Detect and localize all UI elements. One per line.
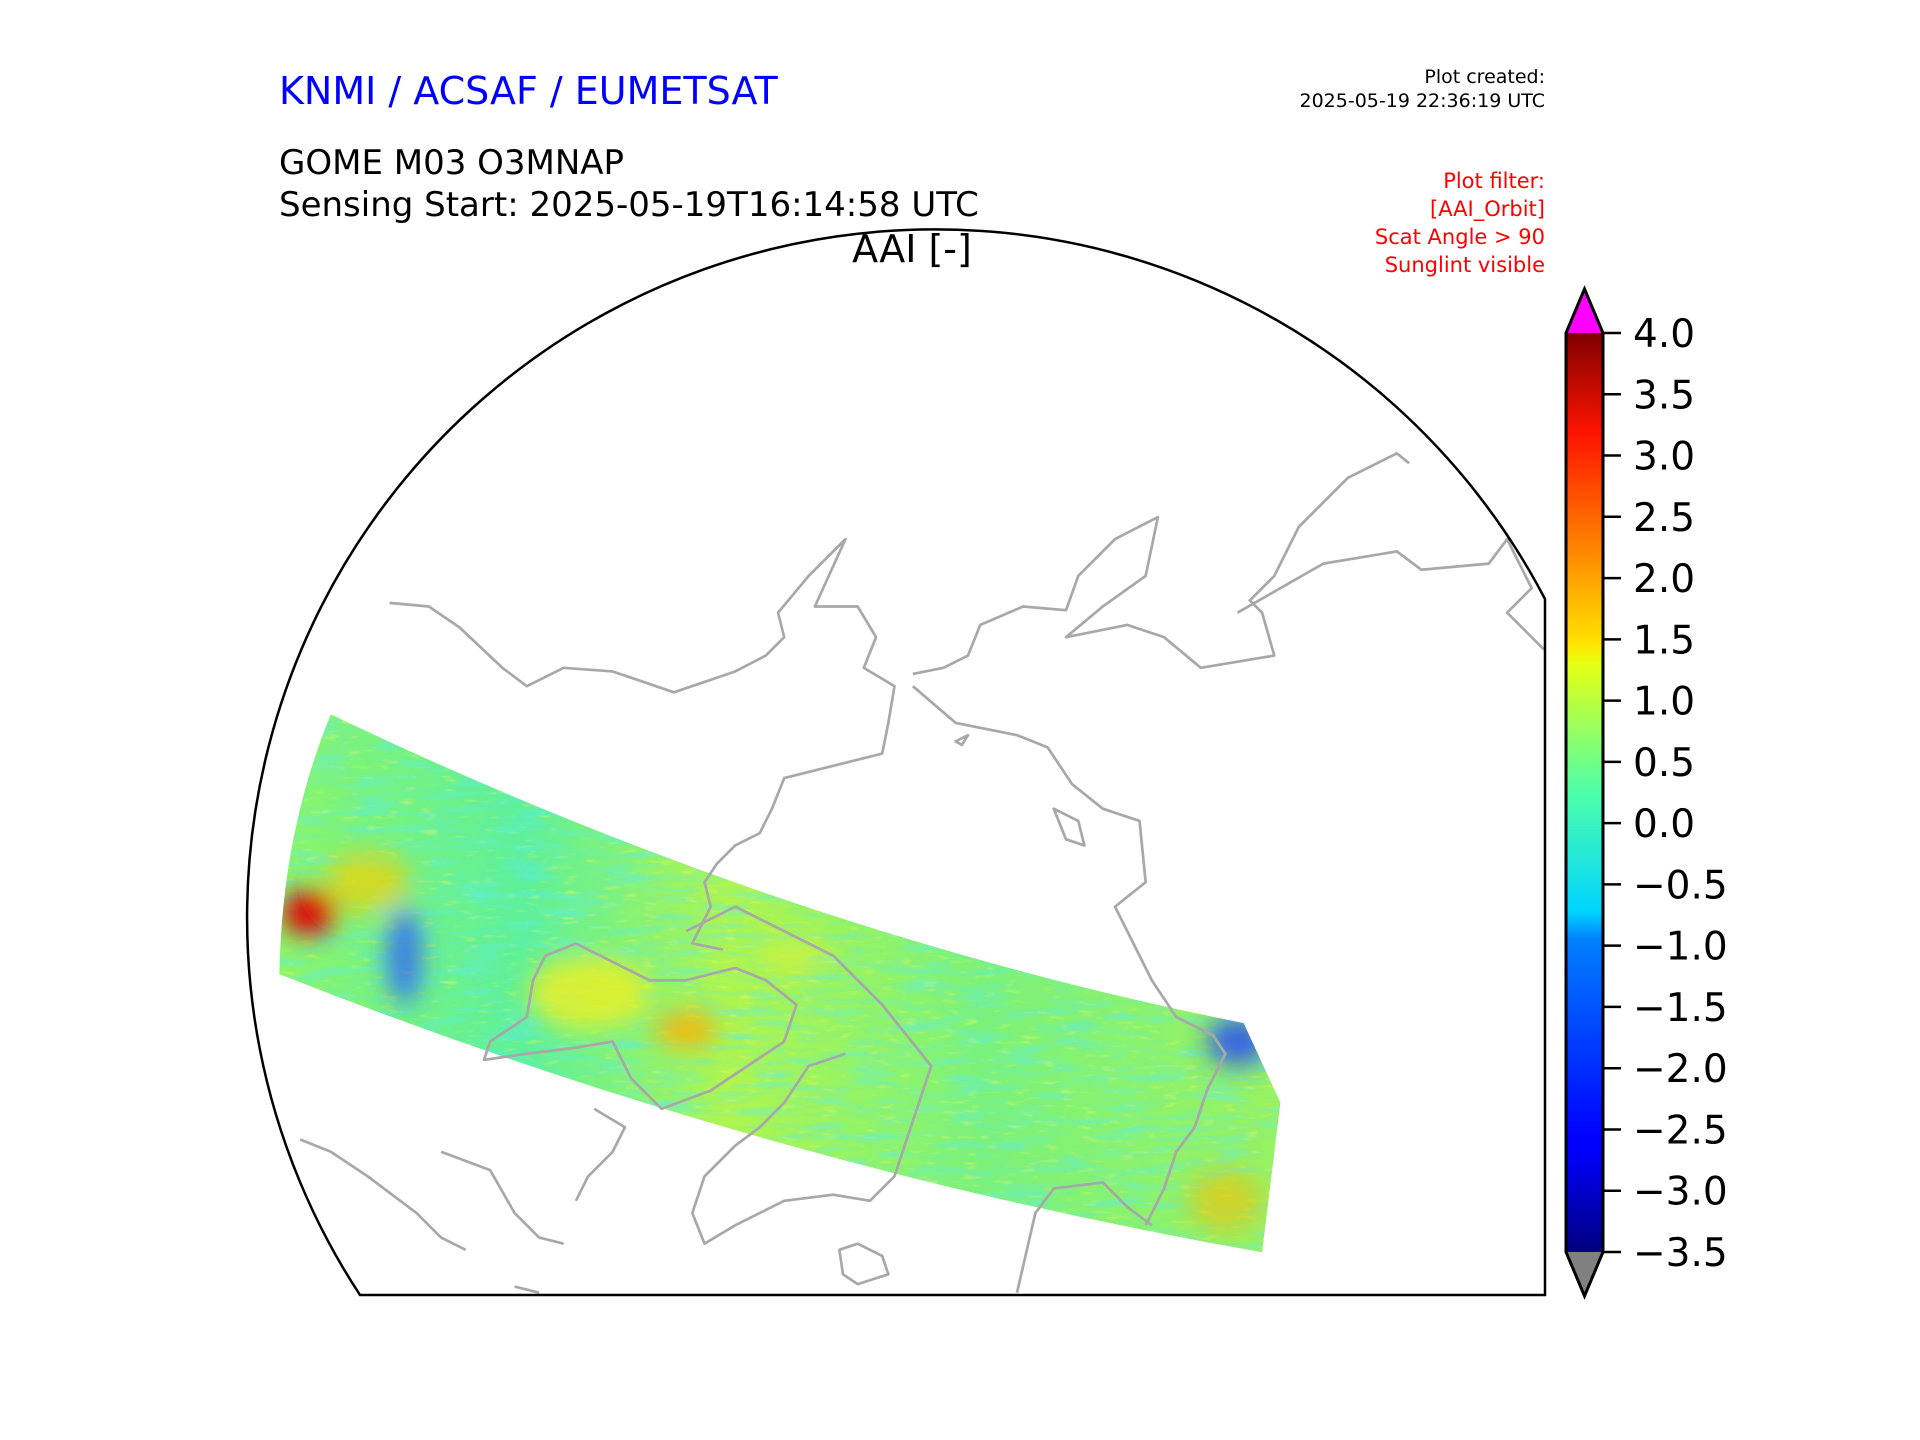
colorbar-tick-label: −1.5 (1633, 986, 1728, 1031)
colorbar-tick-label: 2.0 (1633, 557, 1695, 602)
colorbar-tick-label: 3.0 (1633, 435, 1695, 480)
map-boundary (245, 228, 1547, 1297)
colorbar-tick-label: 0.0 (1633, 802, 1695, 847)
colorbar-tick-label: −0.5 (1633, 863, 1728, 908)
colorbar-tick-label: 4.0 (1633, 312, 1695, 357)
sensing-start: Sensing Start: 2025-05-19T16:14:58 UTC (279, 185, 979, 225)
filter-line: [AAI_Orbit] (1430, 196, 1545, 221)
plot-created: Plot created: 2025-05-19 22:36:19 UTC (1300, 66, 1546, 114)
plot-created-label: Plot created: (1424, 66, 1545, 88)
colorbar-tick-label: −2.5 (1633, 1108, 1728, 1153)
organization-title: KNMI / ACSAF / EUMETSAT (279, 69, 778, 113)
colorbar-tick-label: −2.0 (1633, 1047, 1728, 1092)
colorbar-tick-label: 3.5 (1633, 373, 1695, 418)
colorbar-tick-label: 1.0 (1633, 680, 1695, 725)
coastlines (299, 452, 1545, 1294)
filter-line: Sunglint visible (1384, 252, 1545, 277)
filter-line: Scat Angle > 90 (1374, 224, 1545, 249)
plot-created-time: 2025-05-19 22:36:19 UTC (1299, 89, 1546, 112)
colorbar: 4.0 3.5 3.0 2.5 2.0 1.5 1.0 0.5 0.0 −0.5 −1.0 −1.5 −… (1564, 285, 1728, 1300)
plot-filter: Plot filter: [AAI_Orbit] Scat Angle > 90… (1375, 168, 1545, 280)
colorbar-tick-label: −3.5 (1633, 1231, 1728, 1276)
aai-swath (279, 714, 1281, 1253)
colorbar-tick-label: 1.5 (1633, 618, 1695, 663)
colorbar-extend-under (1566, 1252, 1603, 1296)
colorbar-gradient (1566, 333, 1603, 1252)
filter-line: Plot filter: (1443, 169, 1545, 193)
colorbar-tick-label: 0.5 (1633, 741, 1695, 786)
product-title: GOME M03 O3MNAP (279, 143, 625, 183)
chart-title: AAI [-] (852, 227, 972, 271)
colorbar-tick-label: −1.0 (1633, 925, 1728, 970)
colorbar-tick-label: 2.5 (1633, 496, 1695, 541)
colorbar-extend-over (1566, 289, 1603, 333)
colorbar-tick-label: −3.0 (1633, 1170, 1728, 1215)
